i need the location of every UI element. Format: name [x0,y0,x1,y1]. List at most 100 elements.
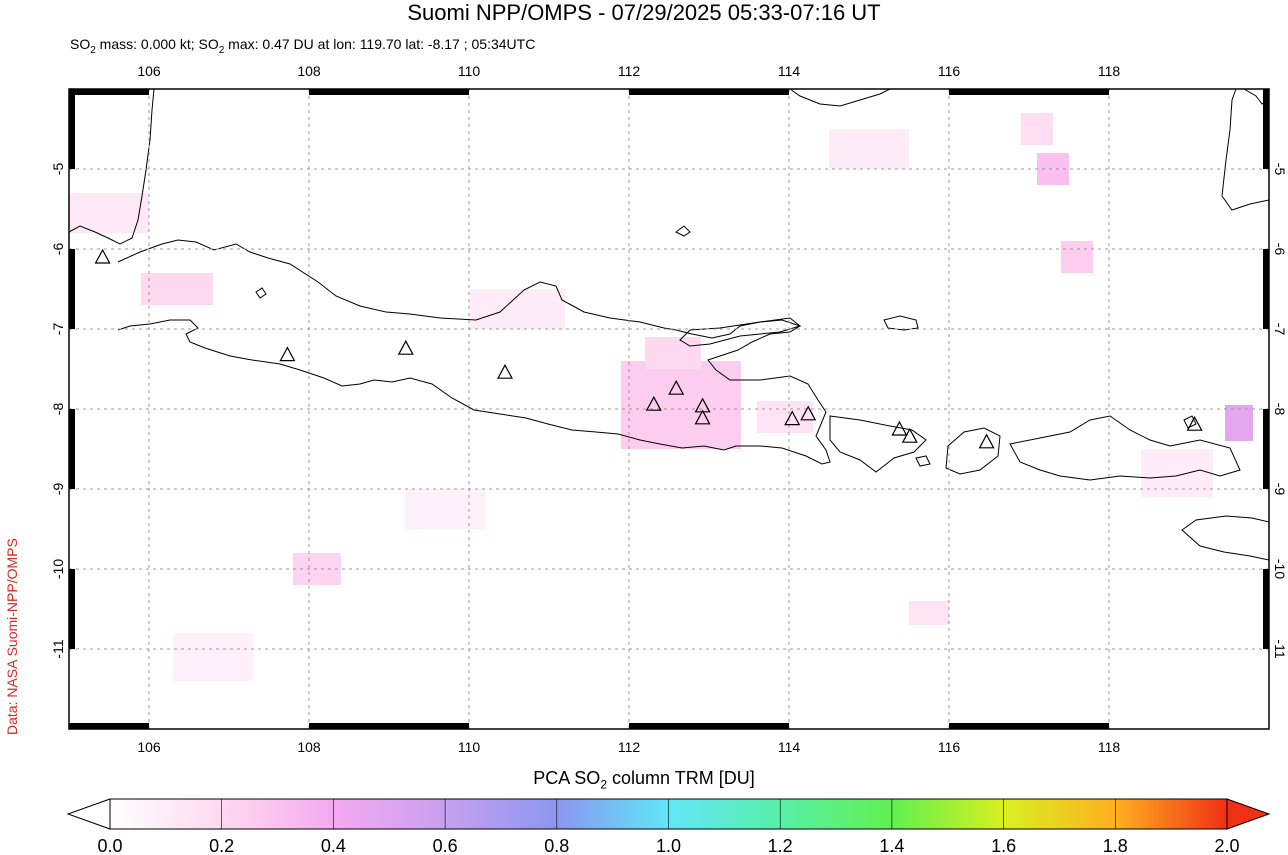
coastline-java [117,239,831,465]
lon-tick-label-bottom: 108 [297,739,321,755]
so2-pixel-15 [405,489,485,529]
colorbar-title: PCA SO2 column TRM [DU] [533,768,755,792]
so2-pixel-11 [469,289,565,329]
so2-pixel-13 [1141,449,1213,497]
lon-tick-label-top: 118 [1098,63,1121,79]
volcano-marker [901,427,918,443]
lon-tick-label-bottom: 106 [137,739,161,755]
volcano-marker [496,363,514,379]
colorbar-max-arrow [1226,798,1271,830]
volcano-marker [94,248,111,264]
frame-band-right [1263,89,1269,169]
lon-tick-label-top: 116 [938,63,961,79]
island-sangeang [1183,415,1197,429]
lon-tick-label-bottom: 116 [938,739,961,755]
lat-tick-label-right: -5 [1272,163,1288,176]
map-title: Suomi NPP/OMPS - 07/29/2025 05:33-07:16 … [407,0,881,25]
colorbar-tick-label: 1.6 [991,836,1016,855]
so2-pixel-14 [173,633,253,681]
lat-tick-label-left: -5 [50,163,66,176]
frame-band-top [949,89,1109,95]
coastline-sumatra [69,89,155,245]
lat-tick-label-left: -10 [50,559,66,579]
lat-tick-label-left: -7 [50,323,66,336]
coastline-sumbawa [1009,415,1241,481]
lon-tick-label-top: 106 [137,63,161,79]
colorbar-tick-label: 0.2 [209,836,234,855]
colorbar-tick-label: 0.6 [433,836,458,855]
frame-band-left [69,569,75,649]
lon-tick-label-bottom: 112 [618,739,641,755]
coastline-sumba [1181,515,1269,561]
so2-pixel-9 [909,601,949,625]
lon-tick-label-top: 110 [458,63,481,79]
colorbar-tick-label: 0.8 [544,836,569,855]
grid-lines [69,89,1269,729]
lat-tick-label-right: -8 [1272,403,1288,416]
island-nusa-penida [915,455,931,467]
lat-tick-label-right: -6 [1272,243,1288,256]
frame-band-left [69,409,75,489]
colorbar-tick-label: 1.2 [768,836,793,855]
tick-labels: 106 106 108 108 110 110 112 112 114 114 116 116 118 1… [50,63,1288,755]
colorbar-tick-label: 0.4 [321,836,346,855]
colorbar: 0.0 0.2 0.4 0.6 0.8 1.0 1.2 1.4 1.6 1.8 2.0 [66,798,1271,855]
so2-pixel-10 [69,193,149,233]
volcano-layer [94,248,1203,449]
lat-tick-label-right: -10 [1272,559,1288,579]
volcano-marker [279,346,296,362]
volcano-marker [668,379,685,395]
lat-tick-label-left: -8 [50,403,66,416]
island-kangean [883,315,919,331]
lat-tick-label-right: -11 [1272,639,1288,658]
coastline-lombok [945,427,1001,475]
lat-tick-label-left: -6 [50,243,66,256]
lon-tick-label-top: 108 [297,63,321,79]
map-subtitle: SO2 mass: 0.000 kt; SO2 max: 0.47 DU at … [70,36,536,56]
coastline-sulawesi-tip [1221,89,1269,211]
frame-band-top [69,89,149,95]
volcano-marker [891,420,908,436]
so2-pixel-1 [645,337,701,369]
frame-band-left [69,89,75,169]
lat-tick-label-right: -7 [1272,323,1288,336]
frame-band-left [69,249,75,329]
frame-band-right [1263,249,1269,329]
coastline-madura [679,317,802,347]
lon-tick-label-bottom: 118 [1098,739,1121,755]
so2-pixel-layer [69,113,1253,681]
colorbar-tick-label: 1.8 [1103,836,1128,855]
frame-band-right [1263,569,1269,649]
volcano-marker [800,405,817,421]
frame-band-top [309,89,469,95]
island-bawean [255,287,267,299]
so2-pixel-8 [757,401,813,433]
frame-band-top [629,89,789,95]
so2-pixel-0 [621,361,741,449]
coastline-kalimantan-south [789,89,891,107]
lon-tick-label-top: 114 [778,63,801,79]
coastline-bali [829,415,927,473]
coastline-layer [69,89,1269,561]
colorbar-tick-label: 1.0 [656,836,681,855]
frame-band-bottom [309,723,469,729]
frame-band-layer [69,89,1269,729]
volcano-marker [978,433,995,449]
so2-pixel-2 [1225,405,1253,441]
lon-tick-label-bottom: 114 [778,739,801,755]
colorbar-tick-label: 2.0 [1214,836,1239,855]
frame-band-bottom [949,723,1109,729]
lat-tick-label-left: -9 [50,483,66,496]
frame-band-bottom [629,723,789,729]
lon-tick-label-bottom: 110 [458,739,481,755]
frame-band-right [1263,409,1269,489]
lon-tick-label-top: 112 [618,63,641,79]
lat-tick-label-right: -9 [1272,483,1288,496]
colorbar-tick-label: 1.4 [879,836,904,855]
volcano-marker [645,395,662,411]
volcano-marker [784,410,801,426]
so2-pixel-12 [829,129,909,169]
volcano-marker [397,339,414,355]
so2-pixel-4 [1061,241,1093,273]
